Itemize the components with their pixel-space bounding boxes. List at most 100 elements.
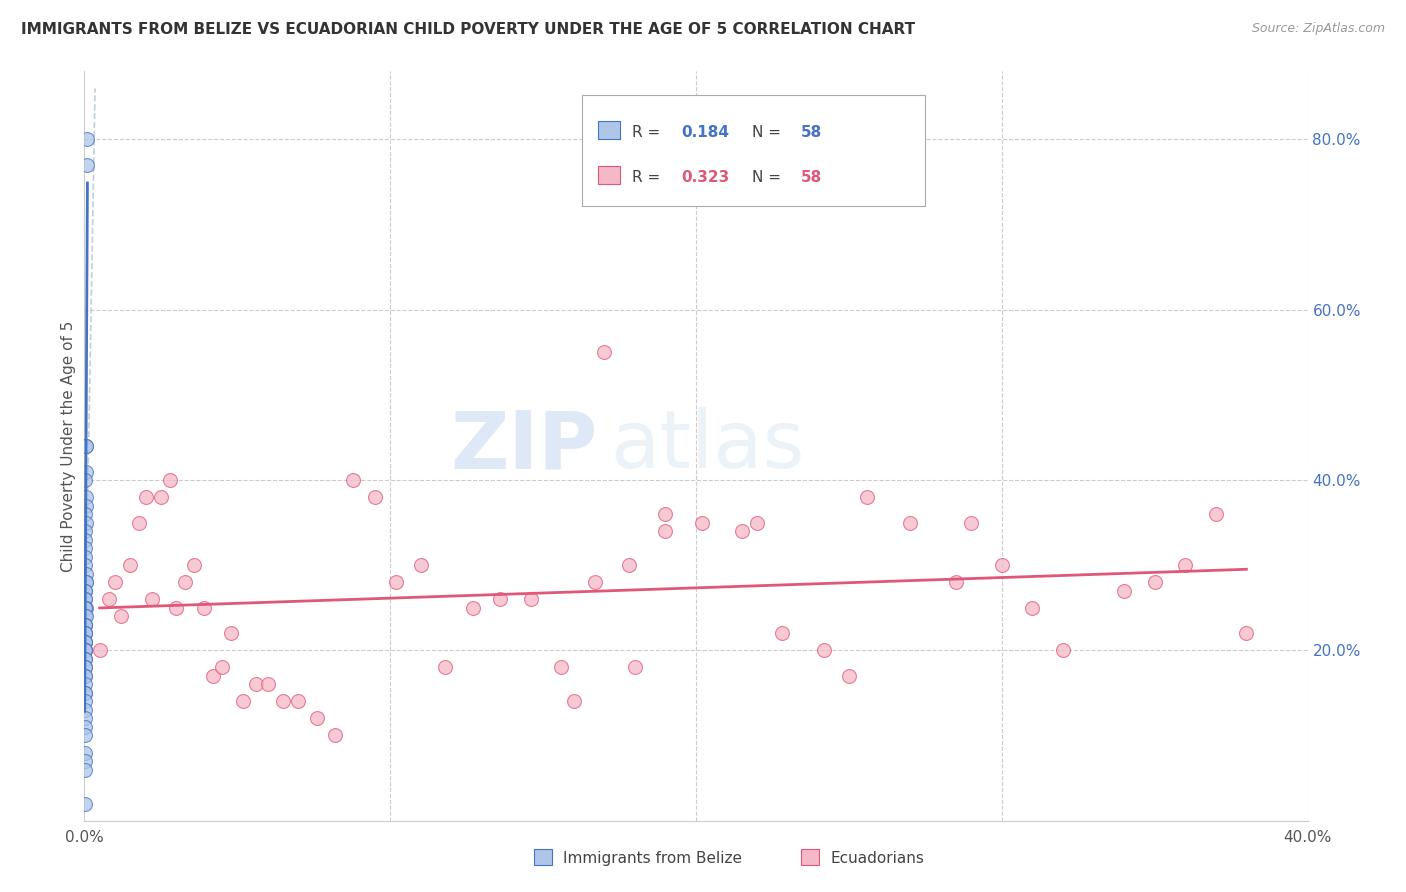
Point <box>73 660 96 674</box>
FancyBboxPatch shape <box>598 166 620 184</box>
Point <box>75 583 97 598</box>
Text: IMMIGRANTS FROM BELIZE VS ECUADORIAN CHILD POVERTY UNDER THE AGE OF 5 CORRELATIO: IMMIGRANTS FROM BELIZE VS ECUADORIAN CHI… <box>21 22 915 37</box>
Point <box>73 652 96 666</box>
Point <box>73 635 96 649</box>
Text: N =: N = <box>752 170 786 186</box>
Point <box>120 558 142 573</box>
Point <box>75 575 97 590</box>
Point <box>434 660 457 674</box>
Text: Immigrants from Belize: Immigrants from Belize <box>564 851 742 866</box>
Point <box>520 592 543 607</box>
Point <box>75 549 97 564</box>
Point <box>323 729 346 743</box>
Text: R =: R = <box>633 170 665 186</box>
Point <box>287 694 309 708</box>
Point <box>141 592 163 607</box>
Point <box>73 643 96 657</box>
Point <box>747 516 769 530</box>
Point <box>73 626 96 640</box>
Point <box>960 516 983 530</box>
Point <box>245 677 267 691</box>
Point <box>76 132 98 146</box>
Point <box>271 694 294 708</box>
Point <box>73 600 96 615</box>
Point <box>110 609 132 624</box>
Point <box>73 729 96 743</box>
Point <box>75 763 97 777</box>
Point <box>75 558 97 573</box>
Point <box>89 643 111 657</box>
Text: ZIP: ZIP <box>451 407 598 485</box>
Point <box>75 439 97 453</box>
Point <box>183 558 205 573</box>
Point <box>838 669 860 683</box>
Point <box>1143 575 1166 590</box>
Text: R =: R = <box>633 125 665 140</box>
Point <box>174 575 197 590</box>
Y-axis label: Child Poverty Under the Age of 5: Child Poverty Under the Age of 5 <box>60 320 76 572</box>
Point <box>165 600 187 615</box>
Point <box>104 575 127 590</box>
Point <box>75 609 97 624</box>
Point <box>1021 600 1043 615</box>
Point <box>305 711 328 725</box>
Point <box>75 600 97 615</box>
Text: atlas: atlas <box>610 407 804 485</box>
Point <box>945 575 967 590</box>
Point <box>1174 558 1197 573</box>
Point <box>73 524 96 538</box>
Point <box>1114 583 1136 598</box>
Point <box>770 626 793 640</box>
Point <box>75 566 97 581</box>
Point <box>73 797 96 811</box>
Point <box>409 558 432 573</box>
Point <box>75 609 97 624</box>
Text: N =: N = <box>752 125 786 140</box>
Point <box>75 499 97 513</box>
Text: 58: 58 <box>801 125 823 140</box>
Point <box>75 516 97 530</box>
Point <box>128 516 150 530</box>
Point <box>73 660 96 674</box>
Point <box>211 660 233 674</box>
Point <box>856 490 879 504</box>
Point <box>1205 507 1227 521</box>
Point <box>364 490 387 504</box>
Point <box>75 473 97 487</box>
FancyBboxPatch shape <box>598 121 620 139</box>
Point <box>562 694 585 708</box>
Point <box>73 635 96 649</box>
Point <box>73 711 96 725</box>
Point <box>73 626 96 640</box>
Point <box>159 473 181 487</box>
Point <box>75 465 97 479</box>
Point <box>97 592 120 607</box>
Point <box>75 575 97 590</box>
Point <box>135 490 157 504</box>
Point <box>76 158 98 172</box>
Point <box>193 600 215 615</box>
Point <box>73 643 96 657</box>
Point <box>75 600 97 615</box>
Point <box>489 592 512 607</box>
Point <box>73 669 96 683</box>
Point <box>991 558 1014 573</box>
Point <box>654 524 676 538</box>
Point <box>149 490 172 504</box>
Point <box>75 490 97 504</box>
Point <box>73 720 96 734</box>
Point <box>73 617 96 632</box>
Point <box>73 652 96 666</box>
Point <box>75 439 97 453</box>
Point <box>617 558 640 573</box>
Point <box>75 507 97 521</box>
Text: 58: 58 <box>801 170 823 186</box>
Point <box>1052 643 1074 657</box>
Point <box>73 541 96 556</box>
Point <box>1236 626 1258 640</box>
Point <box>75 635 97 649</box>
Point <box>201 669 224 683</box>
Point <box>73 617 96 632</box>
Point <box>257 677 280 691</box>
Point <box>75 677 97 691</box>
